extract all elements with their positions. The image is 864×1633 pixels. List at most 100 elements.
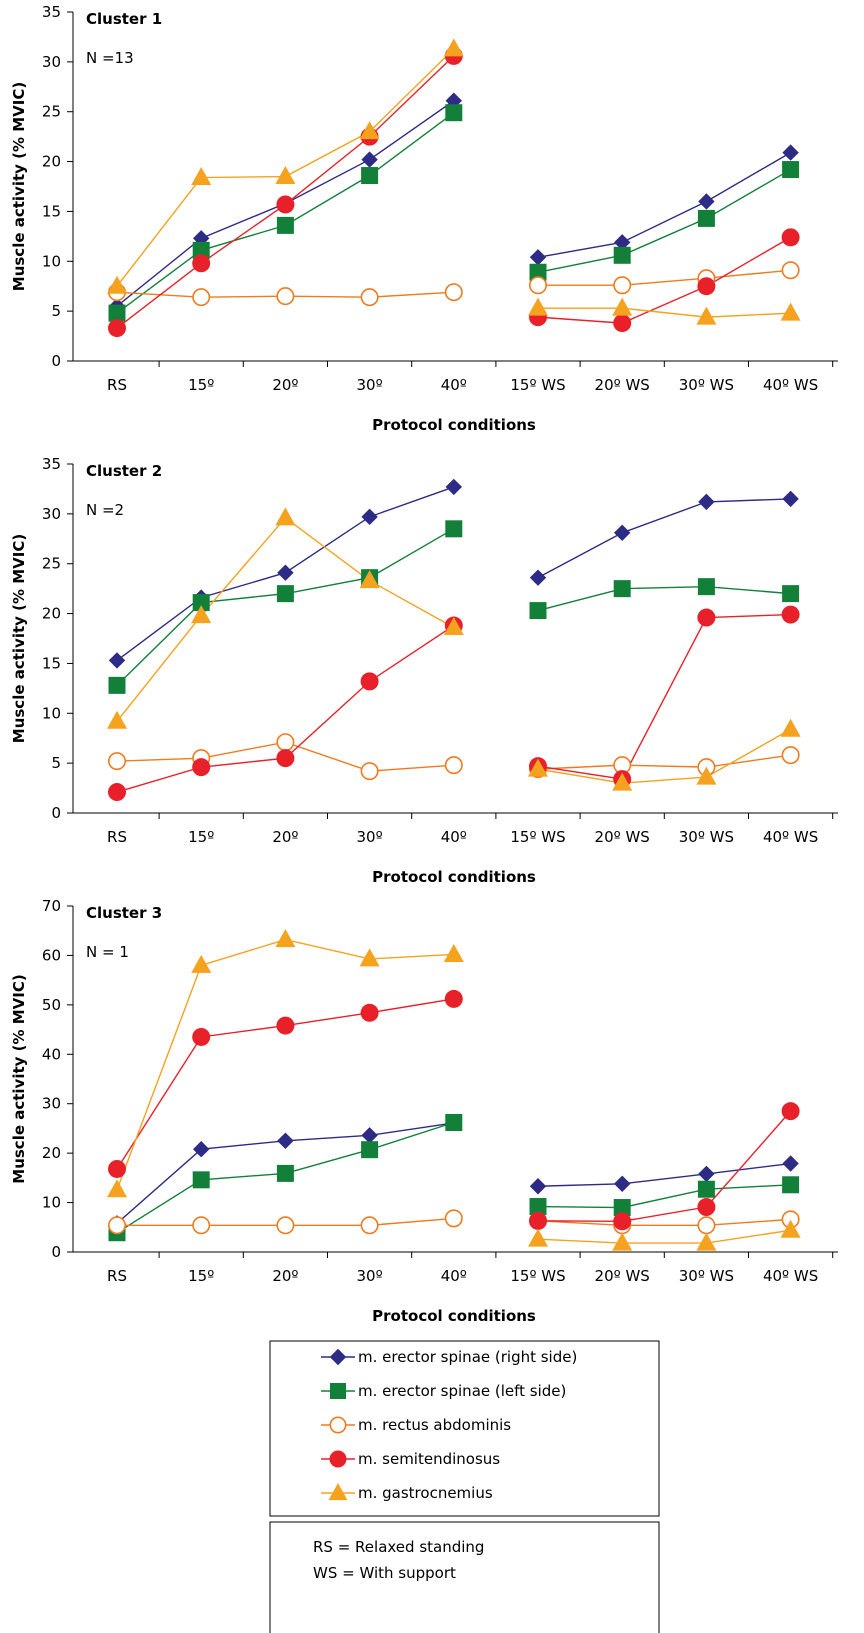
- data-point: [782, 144, 799, 161]
- x-tick-label: 30º WS: [679, 376, 734, 394]
- data-point: [697, 209, 715, 227]
- y-tick-label: 35: [42, 3, 61, 21]
- data-point: [276, 1016, 295, 1035]
- data-point: [108, 1159, 126, 1178]
- data-point: [276, 195, 295, 214]
- data-point: [780, 718, 801, 737]
- data-point: [359, 121, 380, 140]
- legend: m. erector spinae (right side) m. erector…: [269, 1340, 660, 1517]
- y-tick-label: 5: [51, 754, 61, 772]
- data-point: [529, 1198, 547, 1216]
- data-point: [697, 1198, 716, 1217]
- x-tick-label: 15º WS: [510, 1267, 565, 1285]
- x-tick-label: 40º: [441, 828, 467, 846]
- data-point: [108, 1216, 127, 1235]
- x-tick-label: 20º WS: [595, 828, 650, 846]
- data-point: [782, 1176, 800, 1194]
- y-tick-label: 35: [42, 455, 61, 473]
- data-point: [108, 304, 126, 322]
- data-point: [781, 605, 800, 624]
- y-tick-label: 0: [51, 804, 61, 822]
- data-point: [445, 1113, 463, 1131]
- data-point: [275, 507, 296, 526]
- data-point: [361, 151, 378, 168]
- data-point: [276, 216, 294, 234]
- chart-panel-2: 0 5 10 15 20 25 30 35 RS 15º 20º 30º 40º 15º WS 20º WS…: [10, 455, 838, 886]
- data-point: [191, 954, 212, 973]
- data-point: [445, 104, 463, 122]
- data-point: [444, 283, 463, 302]
- data-point: [276, 1164, 294, 1182]
- data-point: [275, 166, 296, 185]
- x-tick-label: 15º: [188, 828, 214, 846]
- data-point: [528, 297, 548, 316]
- series-line: [537, 1110, 792, 1223]
- legend-marker: [329, 1416, 347, 1434]
- data-point: [782, 585, 800, 603]
- series-line: [537, 728, 791, 784]
- data-point: [698, 193, 715, 210]
- data-point: [613, 1175, 631, 1192]
- data-point: [613, 276, 632, 295]
- series-line: [537, 151, 791, 258]
- data-point: [361, 1141, 379, 1159]
- data-point: [612, 297, 633, 316]
- data-point: [696, 1232, 717, 1251]
- x-tick-label: 40º WS: [763, 1267, 818, 1285]
- series-line: [116, 528, 455, 686]
- panel-n-label: N =2: [86, 501, 124, 519]
- data-point: [191, 167, 212, 186]
- data-point: [276, 749, 295, 768]
- series-line: [537, 236, 791, 324]
- x-tick-label: 30º: [357, 376, 383, 394]
- abbreviation-note: RS = Relaxed standing WS = With support: [269, 1521, 660, 1633]
- y-axis-title: Muscle activity (% MVIC): [10, 534, 28, 743]
- data-point: [781, 261, 800, 280]
- y-axis-title: Muscle activity (% MVIC): [10, 82, 28, 291]
- series-line: [537, 1162, 791, 1187]
- y-tick-label: 30: [42, 505, 61, 523]
- series-line: [537, 1229, 791, 1244]
- x-tick-label: RS: [107, 1267, 127, 1285]
- data-point: [361, 508, 378, 526]
- data-point: [782, 490, 799, 508]
- legend-marker: [330, 1383, 346, 1399]
- data-point: [192, 288, 211, 307]
- data-point: [444, 989, 463, 1008]
- data-point: [276, 1216, 295, 1235]
- data-point: [360, 672, 379, 691]
- x-tick-label: 30º WS: [679, 1267, 734, 1285]
- x-tick-label: 15º: [188, 1267, 214, 1285]
- data-point: [613, 246, 631, 264]
- data-point: [529, 1211, 547, 1230]
- data-point: [445, 478, 463, 496]
- data-point: [192, 594, 210, 612]
- panel-n-label: N = 1: [86, 943, 129, 961]
- data-point: [108, 676, 126, 694]
- chart-panel-3: 0 10 20 30 40 50 60 70 RS 15º 20º 30º 40º 15º WS 20º W…: [10, 897, 838, 1325]
- data-point: [780, 302, 801, 321]
- series-line: [537, 1184, 791, 1209]
- series-line: [537, 613, 791, 780]
- data-point: [276, 733, 295, 752]
- y-tick-label: 20: [42, 153, 61, 171]
- data-point: [277, 564, 294, 581]
- note-box: [269, 1521, 660, 1633]
- data-point: [613, 524, 631, 542]
- data-point: [276, 287, 295, 306]
- note-ws: WS = With support: [313, 1564, 456, 1582]
- data-point: [443, 943, 464, 962]
- data-point: [191, 605, 212, 624]
- data-point: [781, 1102, 800, 1121]
- data-point: [696, 306, 717, 325]
- series-line: [116, 516, 455, 722]
- data-point: [529, 249, 547, 266]
- legend-label: m. semitendinosus: [358, 1450, 500, 1468]
- data-point: [192, 1140, 210, 1158]
- data-point: [697, 1180, 715, 1198]
- y-tick-label: 25: [42, 555, 61, 573]
- x-tick-label: 20º WS: [595, 1267, 650, 1285]
- data-point: [107, 1179, 127, 1198]
- data-point: [529, 602, 547, 620]
- y-tick-label: 10: [42, 704, 61, 722]
